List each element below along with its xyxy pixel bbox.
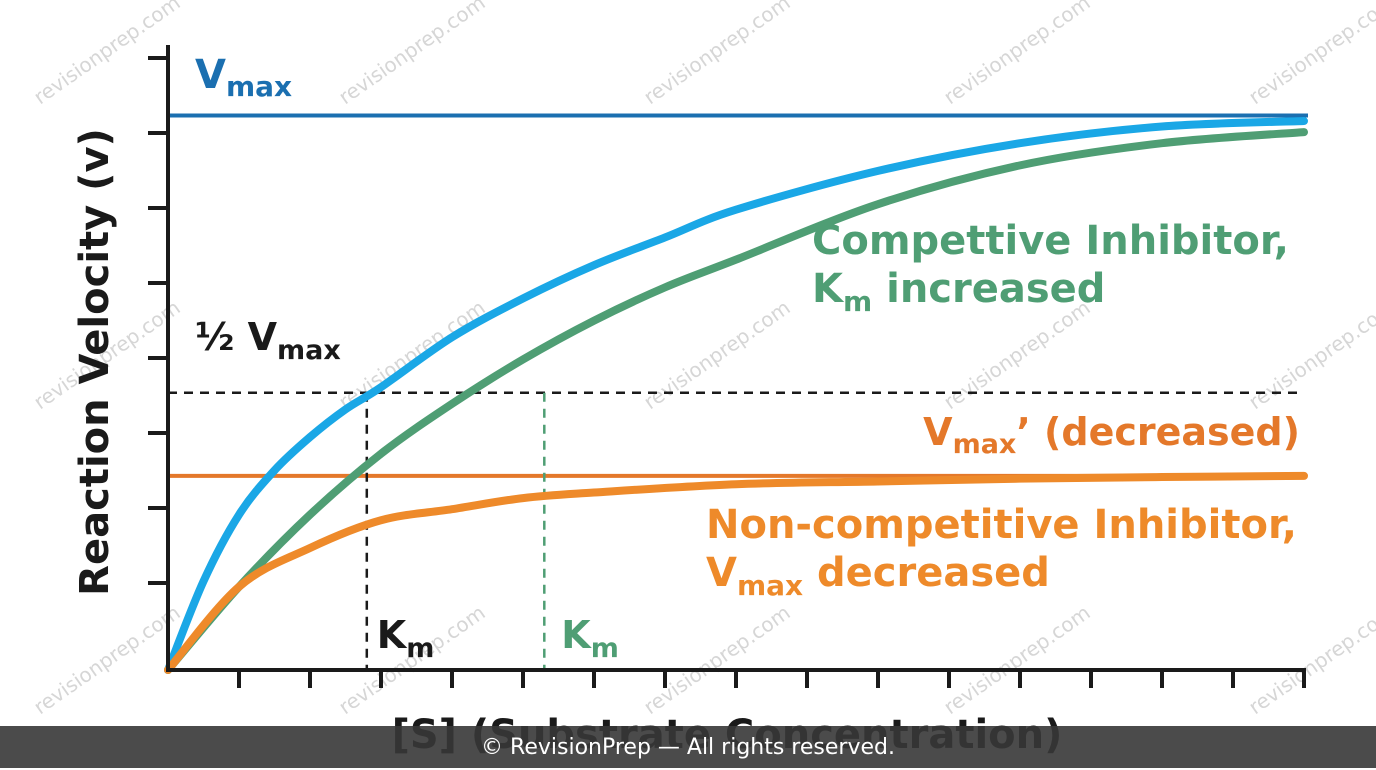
km-label-competitive: Km	[561, 613, 619, 664]
vmax-prime-label-sub: max	[953, 429, 1017, 460]
noncompetitive-label-rest: decreased	[803, 550, 1050, 596]
vmax-label-sub: max	[226, 70, 292, 103]
competitive-label-sub: m	[843, 285, 872, 318]
axes	[148, 45, 1306, 688]
km-label-normal-main: K	[377, 613, 408, 657]
vmax-prime-label-main: V	[923, 410, 953, 454]
vmax-label: Vmax	[195, 52, 292, 103]
km-label-competitive-main: K	[561, 613, 592, 657]
curves	[164, 117, 1308, 674]
vmax-label-main: V	[195, 52, 226, 98]
km-label-competitive-sub: m	[591, 633, 619, 664]
noncompetitive-label-main: V	[706, 550, 737, 596]
watermark-text: revisionprep.com	[639, 0, 794, 109]
competitive-label-rest: increased	[872, 266, 1105, 312]
curve-competitive	[164, 128, 1308, 674]
watermark-text: revisionprep.com	[1244, 0, 1376, 109]
vmax-prime-label: Vmax’ (decreased)	[923, 410, 1300, 460]
watermark-text: revisionprep.com	[29, 0, 184, 109]
watermark-text: revisionprep.com	[29, 600, 184, 719]
noncompetitive-label-line1: Non-competitive Inhibitor,	[706, 502, 1297, 548]
watermark-text: revisionprep.com	[1244, 295, 1376, 414]
noncompetitive-label-sub: max	[737, 569, 803, 602]
half-vmax-label: ½ Vmax	[195, 315, 341, 366]
half-vmax-label-sub: max	[277, 335, 341, 366]
km-lines	[365, 392, 546, 670]
curve-noncompetitive	[164, 471, 1308, 674]
competitive-label-line1: Compettive Inhibitor,	[812, 218, 1289, 264]
watermark-text: revisionprep.com	[1244, 600, 1376, 719]
watermark-text: revisionprep.com	[639, 295, 794, 414]
noncompetitive-label-line2: Vmax decreased	[706, 550, 1050, 602]
km-label-normal-sub: m	[406, 633, 434, 664]
watermark-text: revisionprep.com	[939, 0, 1094, 109]
watermark-layer: revisionprep.com revisionprep.com revision…	[29, 0, 1376, 719]
watermark-text: revisionprep.com	[334, 0, 489, 109]
curve-normal	[164, 117, 1308, 674]
competitive-label-line2: Km increased	[812, 266, 1105, 318]
competitive-label-main: K	[812, 266, 845, 312]
watermark-text: revisionprep.com	[939, 600, 1094, 719]
watermark-text: revisionprep.com	[939, 295, 1094, 414]
km-label-normal: Km	[377, 613, 435, 664]
vmax-prime-label-suffix: ’ (decreased)	[1016, 410, 1300, 454]
y-axis-label: Reaction Velocity (v)	[72, 128, 118, 596]
half-vmax-label-prefix: ½ V	[195, 315, 278, 359]
copyright-footer: © RevisionPrep — All rights reserved.	[0, 726, 1376, 768]
watermark-text: revisionprep.com	[639, 600, 794, 719]
